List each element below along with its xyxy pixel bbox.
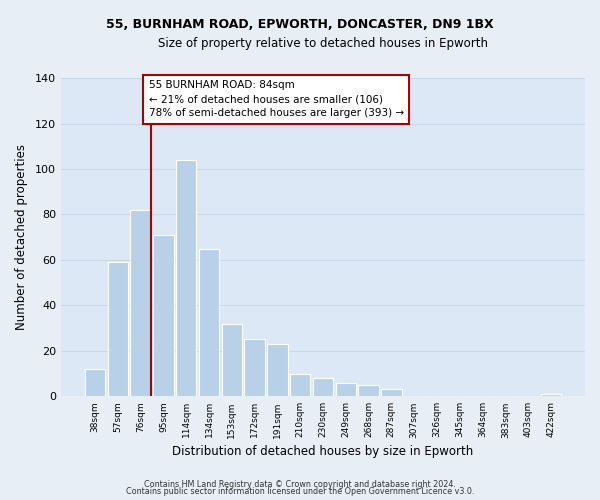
- X-axis label: Distribution of detached houses by size in Epworth: Distribution of detached houses by size …: [172, 444, 473, 458]
- Bar: [313, 378, 333, 396]
- Bar: [130, 210, 151, 396]
- Text: 55, BURNHAM ROAD, EPWORTH, DONCASTER, DN9 1BX: 55, BURNHAM ROAD, EPWORTH, DONCASTER, DN…: [106, 18, 494, 30]
- Bar: [381, 390, 401, 396]
- Bar: [153, 235, 173, 396]
- Bar: [221, 324, 242, 396]
- Bar: [267, 344, 287, 397]
- Text: Contains public sector information licensed under the Open Government Licence v3: Contains public sector information licen…: [126, 488, 474, 496]
- Bar: [541, 394, 561, 396]
- Bar: [290, 374, 310, 396]
- Bar: [335, 382, 356, 396]
- Bar: [85, 369, 105, 396]
- Bar: [176, 160, 196, 396]
- Text: Contains HM Land Registry data © Crown copyright and database right 2024.: Contains HM Land Registry data © Crown c…: [144, 480, 456, 489]
- Bar: [107, 262, 128, 396]
- Bar: [199, 248, 219, 396]
- Bar: [244, 340, 265, 396]
- Bar: [358, 385, 379, 396]
- Y-axis label: Number of detached properties: Number of detached properties: [15, 144, 28, 330]
- Title: Size of property relative to detached houses in Epworth: Size of property relative to detached ho…: [158, 38, 488, 51]
- Text: 55 BURNHAM ROAD: 84sqm
← 21% of detached houses are smaller (106)
78% of semi-de: 55 BURNHAM ROAD: 84sqm ← 21% of detached…: [149, 80, 404, 118]
